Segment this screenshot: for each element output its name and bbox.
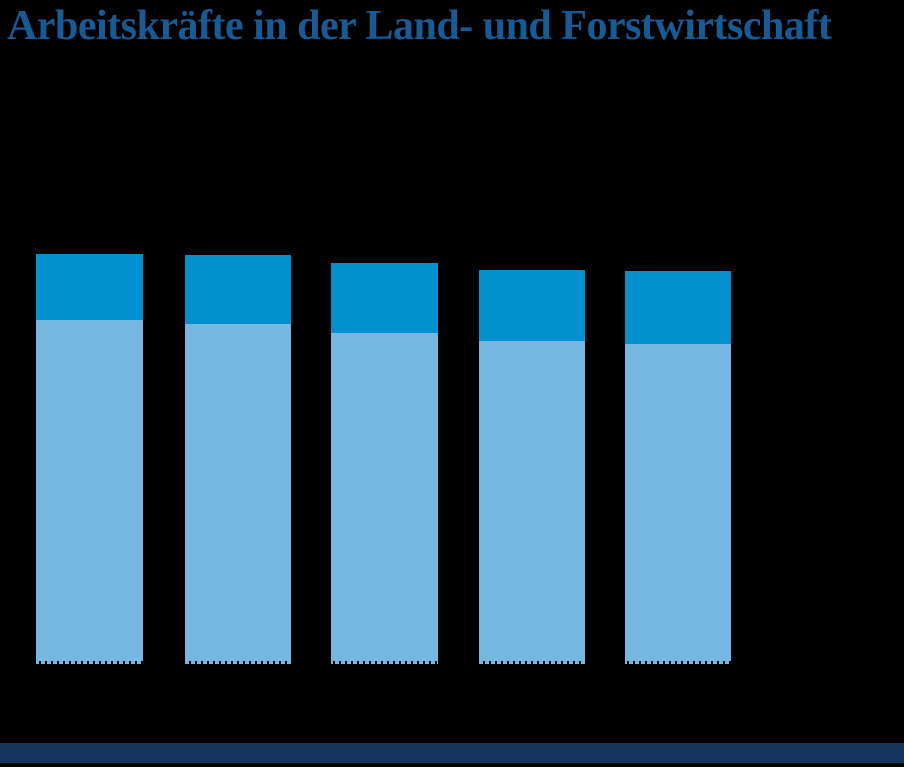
x-axis-baseline (15, 661, 752, 664)
bar-segment-lower (36, 320, 143, 664)
bar-segment-upper (36, 254, 143, 320)
bar-segment-lower (625, 344, 731, 664)
bar-segment-upper (479, 270, 585, 341)
footer-bar (0, 743, 904, 763)
bar-segment-lower (185, 324, 291, 664)
bar-segment-lower (331, 333, 438, 664)
stacked-bar (185, 255, 291, 664)
stacked-bar (625, 271, 731, 664)
stacked-bar (479, 270, 585, 664)
chart-title: Arbeitskräfte in der Land- und Forstwirt… (7, 3, 832, 49)
bar-segment-upper (185, 255, 291, 324)
bar-segment-upper (331, 263, 438, 333)
bar-segment-upper (625, 271, 731, 344)
stacked-bar (36, 254, 143, 664)
stacked-bar (331, 263, 438, 664)
bar-segment-lower (479, 341, 585, 664)
